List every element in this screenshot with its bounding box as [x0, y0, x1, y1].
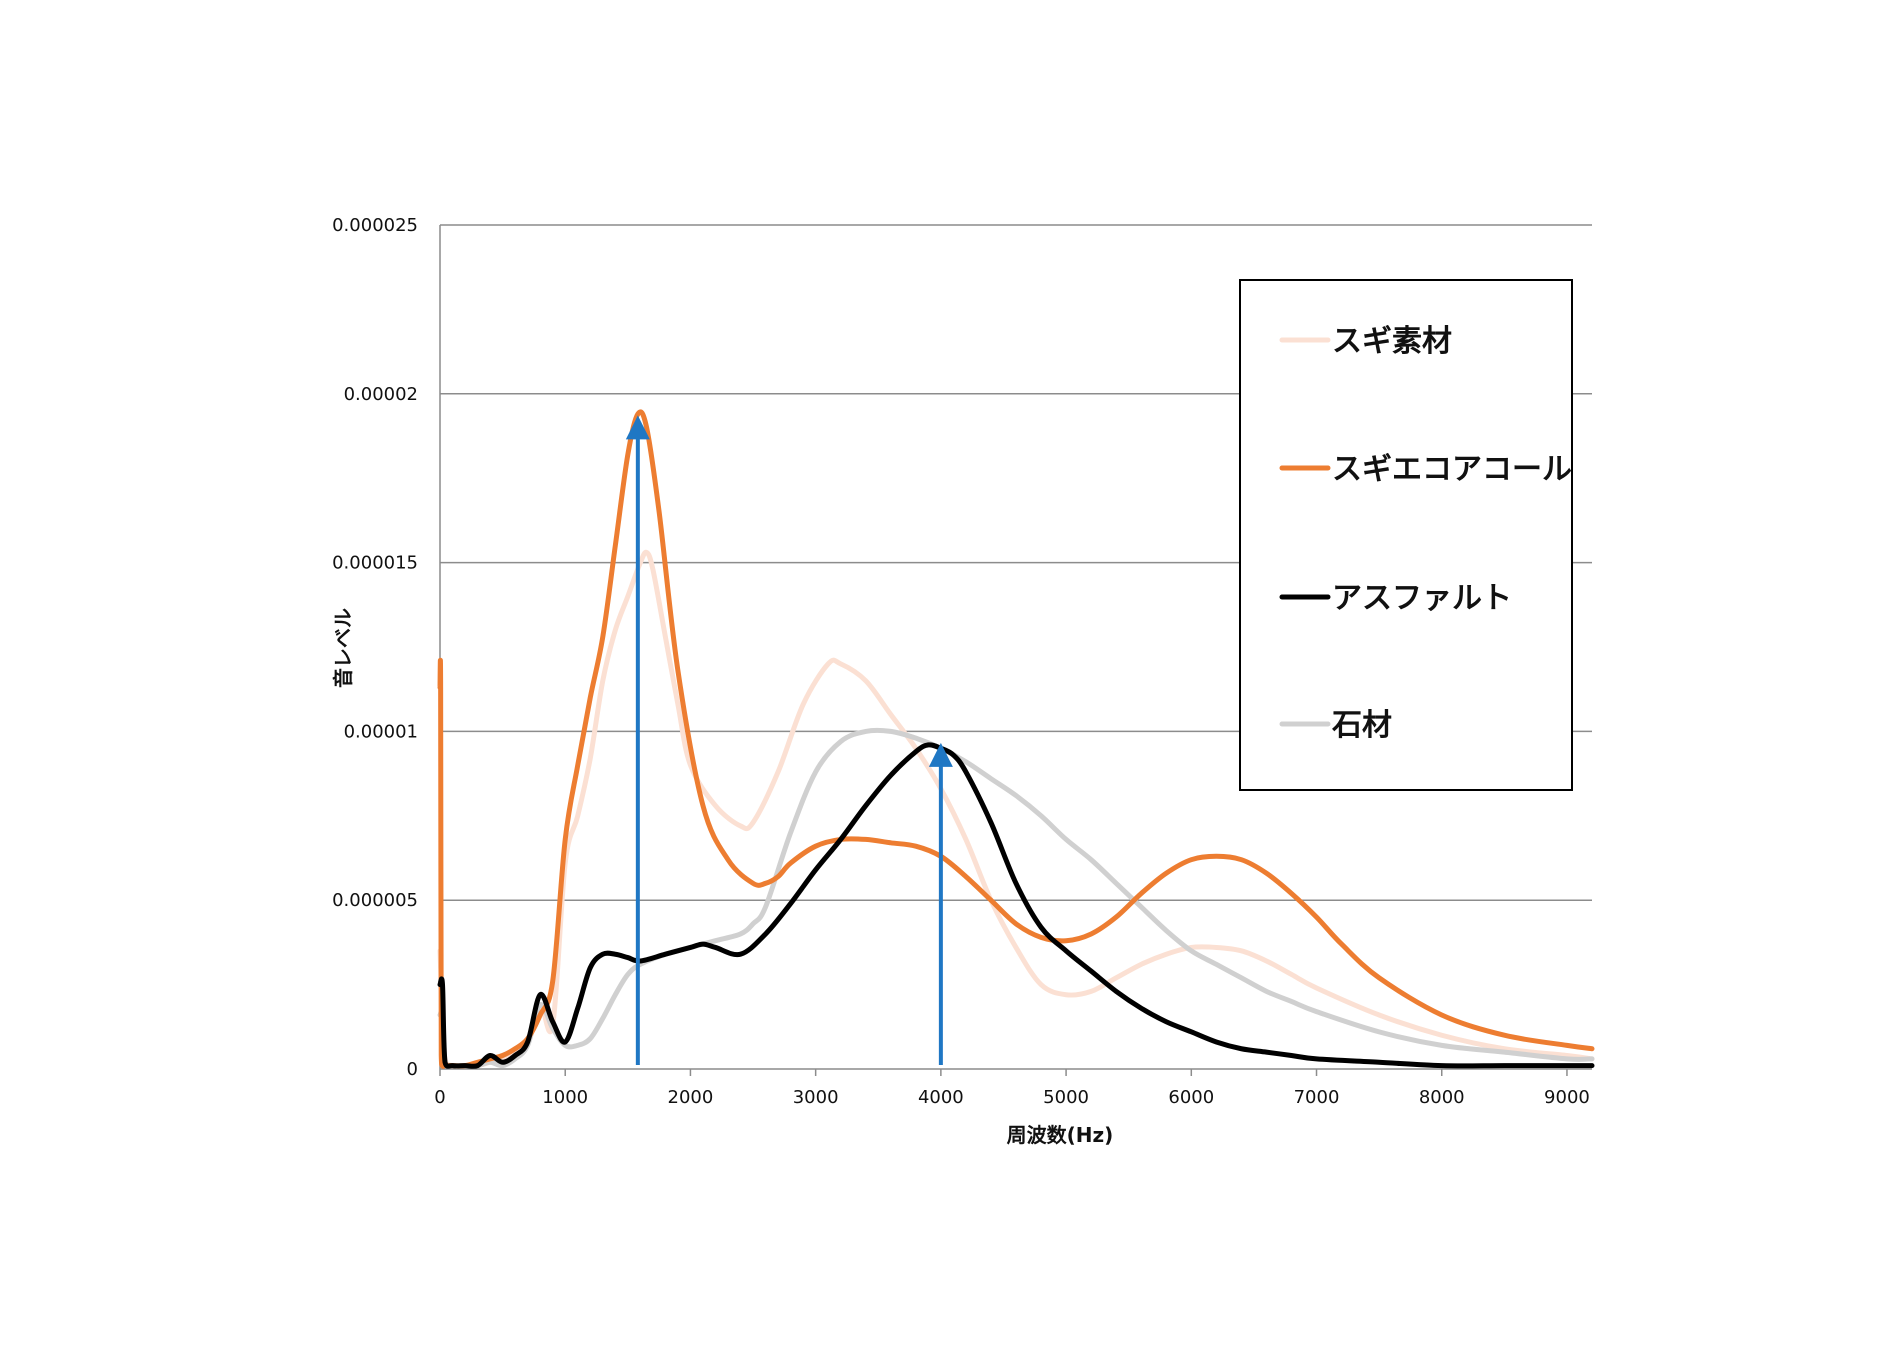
x-tick-label: 9000 — [1544, 1087, 1590, 1108]
y-tick-label: 0.000005 — [332, 890, 418, 911]
legend-label: スギエコアコール — [1332, 452, 1572, 487]
y-tick-label: 0.00002 — [344, 384, 418, 405]
x-tick-label: 7000 — [1294, 1087, 1340, 1108]
x-tick-label: 0 — [434, 1087, 445, 1108]
x-tick-label: 3000 — [793, 1087, 839, 1108]
x-axis-title: 周波数(Hz) — [1007, 1123, 1114, 1147]
y-tick-label: 0.000025 — [332, 215, 418, 236]
y-tick-label: 0.000015 — [332, 553, 418, 574]
x-tick-label: 2000 — [668, 1087, 714, 1108]
legend-label: アスファルト — [1332, 581, 1512, 616]
x-tick-label: 6000 — [1168, 1087, 1214, 1108]
x-tick-label: 8000 — [1419, 1087, 1465, 1108]
x-tick-labels: 0 1000 2000 3000 4000 5000 6000 7000 8000 9000 — [434, 1087, 1590, 1108]
y-tick-label: 0.00001 — [344, 721, 418, 742]
x-tick-label: 5000 — [1043, 1087, 1089, 1108]
x-tick-label: 4000 — [918, 1087, 964, 1108]
legend-label: 石材 — [1331, 708, 1392, 743]
legend-label: スギ素材 — [1332, 324, 1452, 359]
y-tick-label: 0 — [407, 1059, 418, 1080]
x-tick-label: 1000 — [542, 1087, 588, 1108]
y-axis-title: 音レベル — [331, 608, 355, 688]
